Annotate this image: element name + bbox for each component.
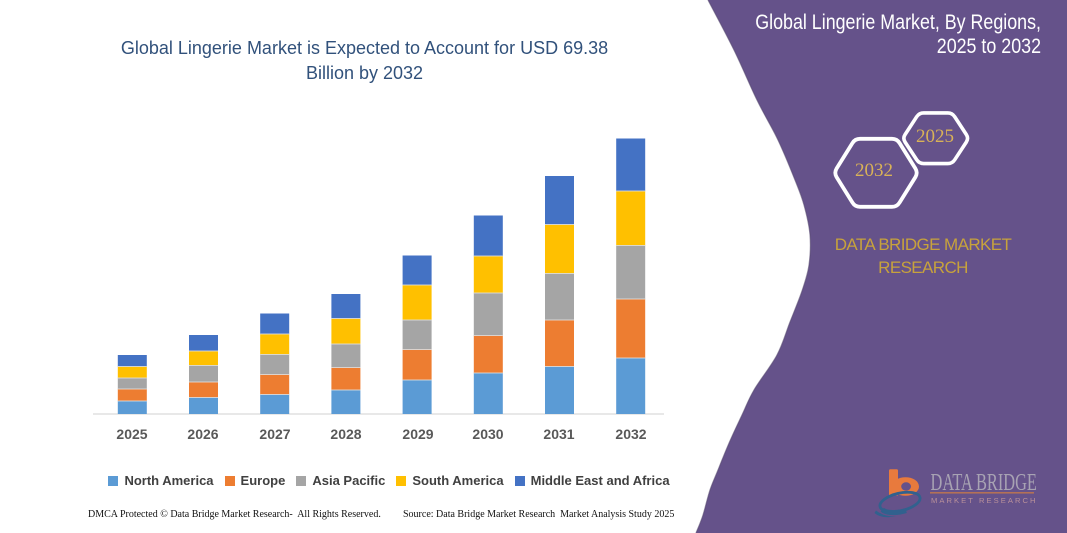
svg-text:DATA BRIDGE: DATA BRIDGE — [931, 467, 1037, 495]
svg-text:MARKET RESEARCH: MARKET RESEARCH — [931, 496, 1038, 505]
